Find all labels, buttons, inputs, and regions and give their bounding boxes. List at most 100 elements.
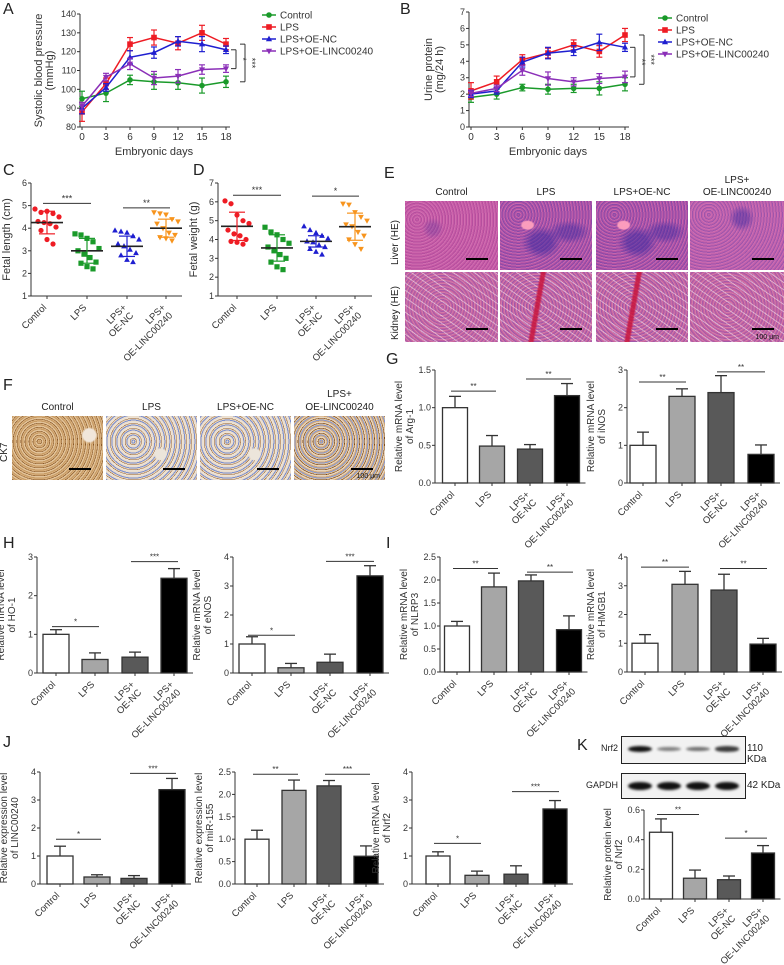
significance-label: * (744, 829, 747, 838)
data-point (319, 251, 325, 257)
ck7-oe-linc-image: 100 μm (294, 416, 385, 480)
y-tick-label: 3 (224, 581, 229, 591)
y-tick-label: 2 (618, 403, 623, 413)
legend-item: LPS+OE-LINC00240 (262, 47, 374, 58)
data-point (78, 232, 84, 238)
panel-label-e: E (384, 165, 395, 182)
data-point (133, 249, 139, 256)
bar (158, 788, 186, 885)
y-axis-label: of HO-1 (7, 597, 18, 632)
legend-marker (266, 12, 272, 18)
bar (464, 874, 490, 885)
y-tick-label: 2 (31, 823, 36, 833)
category-label: LPS (276, 890, 296, 910)
category-label: Control (33, 890, 62, 919)
data-point (301, 223, 307, 229)
data-point (265, 244, 271, 250)
scatter-group (221, 198, 253, 247)
category-label: LPS (79, 890, 99, 910)
significance-label: * (456, 834, 459, 843)
data-point (169, 238, 175, 244)
y-tick-label: 4 (460, 56, 465, 66)
bar (160, 577, 188, 674)
y-tick-label: 110 (62, 66, 76, 76)
bar (83, 876, 111, 885)
data-point (493, 79, 500, 85)
significance-label: * (334, 186, 338, 196)
y-tick-label: 2.0 (218, 789, 231, 799)
significance-label: ** (740, 560, 746, 569)
y-tick-label: 7 (209, 178, 214, 188)
protein-band (715, 746, 739, 752)
significance-label: *** (345, 552, 354, 561)
y-tick-label: 1 (224, 639, 229, 649)
y-tick-label: 3 (618, 365, 623, 375)
data-point (364, 218, 370, 224)
data-point (346, 202, 352, 208)
data-point (519, 68, 526, 74)
bar (316, 661, 344, 674)
blot-size-gapdh: 42 KDa (747, 780, 781, 791)
legend-label: Control (676, 14, 708, 25)
bar (516, 448, 544, 484)
chart-a: 80 90 100 110 120 130 140 0 3 6 9 12 15 18 Embryonic d… (33, 9, 374, 158)
y-tick-label: 1 (460, 106, 465, 116)
y-tick-label: 130 (61, 28, 76, 38)
liver-he-control-image (405, 201, 498, 270)
y-tick-label: 4 (22, 223, 27, 233)
blot-label-nrf2: Nrf2 (600, 743, 618, 753)
data-point (325, 235, 331, 241)
scatter-group (261, 224, 293, 273)
liver-he-oe-linc-image (690, 201, 784, 270)
x-tick-label: 9 (151, 132, 157, 143)
y-tick-label: 5 (209, 216, 214, 226)
liver-he-lps-image (500, 201, 592, 270)
nrf2-blot (621, 736, 746, 764)
chart-g2: 0 1 2 3 Relative mRNA level of iNOS Control LPS… (586, 363, 780, 551)
y-tick-label: 3 (209, 253, 214, 263)
bar (716, 879, 742, 900)
data-point (222, 66, 230, 72)
data-point (172, 232, 178, 239)
data-point (118, 228, 124, 234)
y-tick-label: 2 (28, 591, 33, 601)
data-point (307, 226, 313, 233)
series-lps-oe-linc00240 (467, 64, 629, 98)
bar (710, 589, 738, 673)
y-axis-label: Relative mRNA level (192, 569, 203, 660)
scatter-group (300, 223, 332, 257)
bar (750, 852, 776, 900)
y-tick-label: 2 (209, 272, 214, 282)
data-point (313, 229, 319, 235)
bar (42, 633, 70, 674)
y-tick-label: 0 (403, 879, 408, 889)
e-header-control: Control (435, 187, 468, 198)
scatter-group (71, 231, 103, 272)
bar (316, 785, 342, 885)
data-point (228, 238, 234, 244)
y-tick-label: 1.5 (418, 365, 431, 375)
bar (353, 855, 379, 885)
category-label: Control (29, 679, 58, 708)
data-point (87, 254, 93, 261)
protein-band (686, 782, 710, 790)
y-axis-label: (mg/24 h) (434, 46, 446, 93)
chart-j1: 0 1 2 3 4 Relative expression level of LINC002… (0, 764, 191, 952)
y-tick-label: 0.0 (627, 894, 640, 904)
kidney-he-control-image (405, 272, 498, 342)
data-point (223, 79, 229, 85)
y-axis-label: Relative mRNA level (586, 569, 597, 660)
data-point (228, 201, 234, 207)
y-axis-label: Relative expression level (0, 773, 10, 884)
liver-he-oe-nc-image (596, 201, 688, 270)
f-header-oe-linc-line2: OE-LINC00240 (305, 402, 374, 413)
category-label: Control (616, 489, 645, 518)
y-tick-label: 2 (460, 89, 465, 99)
y-tick-label: 0 (460, 122, 465, 132)
data-point (570, 42, 577, 48)
data-point (199, 30, 205, 36)
data-point (621, 74, 629, 81)
legend-item: LPS (658, 26, 695, 37)
protein-band (715, 782, 739, 790)
e-header-lps: LPS (536, 187, 556, 198)
